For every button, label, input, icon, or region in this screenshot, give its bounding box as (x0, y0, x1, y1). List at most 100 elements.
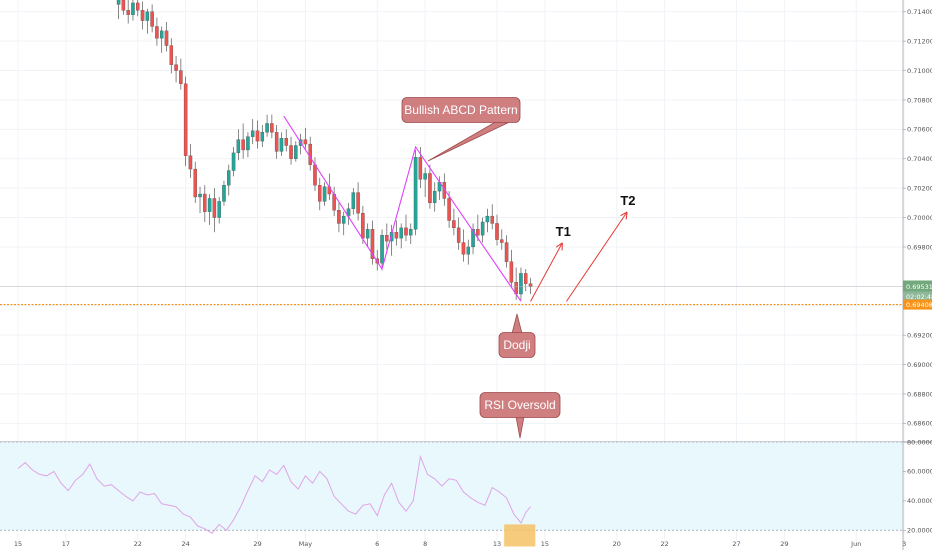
candle-bullish (198, 186, 202, 214)
callout-rsi-oversold: RSI Oversold (479, 392, 561, 439)
candle-bullish (159, 26, 164, 53)
candle-bearish (126, 0, 130, 24)
candle-body (255, 130, 260, 142)
x-tick-label: 17 (62, 540, 70, 548)
level-tag: 0.69408 (903, 299, 932, 310)
candle-body (183, 83, 188, 156)
price-tick-label: 0.71000 (907, 67, 932, 75)
candle-body (289, 145, 293, 159)
candle-body (140, 10, 145, 21)
candle-bearish (203, 185, 207, 222)
candle-bullish (351, 188, 356, 215)
last-price-tag: 0.69531 (903, 280, 932, 292)
candle-body (341, 215, 346, 224)
candle-bullish (217, 196, 221, 224)
candle-bearish (121, 0, 126, 15)
candle-bearish (452, 208, 456, 236)
price-tick-label: 0.70200 (907, 184, 932, 192)
candle-body (207, 198, 212, 212)
x-tick-label: 27 (732, 540, 740, 548)
candle-bullish (399, 223, 403, 249)
price-tick-label: 0.70600 (907, 126, 932, 134)
rsi-panel (0, 441, 903, 547)
countdown-value: 02:02:48 (906, 293, 932, 301)
candle-bearish (150, 4, 154, 33)
rsi-tick-label: 40.0000 (907, 497, 932, 505)
candle-bearish (270, 114, 274, 139)
candle-body (121, 0, 126, 11)
candle-bullish (250, 119, 255, 145)
candle-bullish (222, 180, 226, 206)
price-tick-label: 0.70400 (907, 155, 932, 163)
candle-body (447, 198, 451, 221)
candle-body (155, 26, 159, 39)
candle-body (476, 229, 480, 236)
candle-body (452, 220, 456, 228)
x-tick-label: 3 (902, 540, 906, 548)
candle-body (322, 186, 327, 202)
rsi-band (0, 442, 903, 531)
candle-bearish (284, 129, 288, 152)
candle-body (203, 193, 207, 212)
candle-body (135, 2, 140, 11)
candle-bullish (236, 129, 241, 161)
price-tick-label: 0.70000 (907, 214, 932, 222)
candle-bullish (207, 194, 212, 225)
candle-body (145, 11, 150, 21)
candle-body (246, 136, 250, 151)
candle-body (485, 215, 490, 223)
candle-bearish (461, 229, 466, 262)
candle-body (356, 192, 360, 214)
candle-bearish (476, 214, 480, 242)
candle-bearish (255, 120, 260, 149)
candle-bullish (341, 211, 346, 236)
price-axis[interactable]: 0.71400 0.71200 0.71000 0.70800 0.70600 0.704… (902, 0, 932, 550)
candle-body (404, 227, 408, 236)
x-tick-label: 15 (14, 540, 22, 548)
candle-bearish (274, 124, 279, 159)
candle-bearish (500, 229, 504, 250)
candle-bullish (519, 267, 523, 300)
candle-bearish (337, 202, 341, 233)
time-axis[interactable]: 15 17 22 24 29 May 6 8 13 15 20 22 27 29 Jun 3 (14, 540, 906, 548)
candle-body (193, 168, 197, 198)
candle-body (394, 232, 399, 239)
candle-body (495, 223, 499, 240)
candle-bearish (504, 235, 509, 268)
candle-bearish (495, 214, 499, 246)
candle-bullish (322, 182, 327, 206)
candle-body (432, 190, 437, 204)
candle-body (150, 11, 154, 27)
level-value: 0.69408 (906, 301, 932, 309)
candle-bearish (356, 182, 360, 221)
candle-body (294, 145, 298, 159)
candle-body (409, 229, 413, 236)
candle-body (270, 123, 274, 133)
candle-body (380, 235, 384, 264)
candle-bearish (241, 123, 245, 159)
x-tick-label: 22 (134, 540, 142, 548)
candle-body (428, 173, 432, 204)
candle-bearish (169, 38, 174, 74)
candle-bullish (145, 8, 150, 34)
candle-body (241, 139, 245, 151)
candle-body (279, 138, 284, 152)
callout-dodji: Dodji (498, 313, 536, 358)
price-tick-label: 0.68600 (907, 420, 932, 428)
candle-bullish (480, 217, 485, 243)
candle-body (480, 221, 485, 236)
candle-body (442, 182, 447, 199)
target-label-t2: T2 (620, 193, 635, 208)
candle-bearish (456, 217, 461, 250)
callout-box (479, 392, 561, 418)
candle-bullish (116, 0, 121, 20)
candle-bearish (404, 214, 408, 242)
candle-bullish (365, 223, 370, 247)
candle-body (519, 273, 523, 295)
candle-body (500, 239, 504, 243)
candle-body (456, 227, 461, 243)
callout-text: RSI Oversold (484, 398, 555, 412)
last-price-value: 0.69531 (906, 283, 932, 291)
candle-bullish (423, 167, 427, 197)
